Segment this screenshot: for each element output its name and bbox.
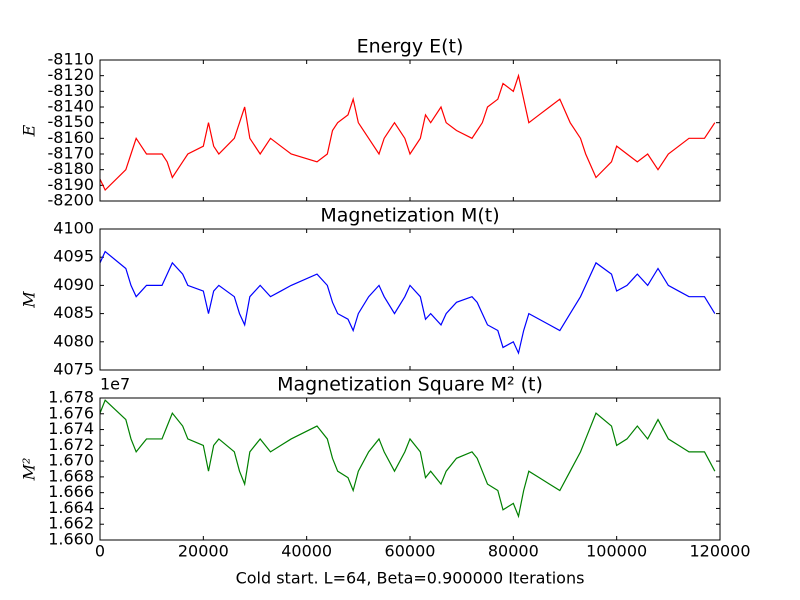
y-tick-label: -8120 [48, 65, 95, 84]
y-tick-label: -8110 [48, 50, 95, 69]
y-tick-label: 1.668 [48, 466, 94, 485]
y-tick-label: 1.662 [48, 514, 94, 533]
series-line [99, 73, 716, 192]
y-tick-label: 4085 [53, 303, 94, 322]
subplot-title: Energy E(t) [357, 36, 464, 58]
subplot-title: Magnetization Square M² (t) [277, 374, 543, 396]
series-line [99, 399, 716, 519]
y-tick-label: -8140 [48, 97, 95, 116]
y-tick-label: -8200 [48, 191, 95, 210]
x-tick-label: 0 [95, 542, 105, 561]
y-tick-label: 1.676 [48, 403, 94, 422]
y-tick-label: 1.678 [48, 388, 94, 407]
y-tick-label: -8160 [48, 128, 95, 147]
axes-frame [99, 59, 721, 202]
y-axis-label: M [20, 291, 39, 309]
x-tick-label: 120000 [689, 542, 750, 561]
series-line [99, 250, 716, 355]
y-tick-label: 4095 [53, 247, 94, 266]
offset-text: 1e7 [100, 375, 130, 394]
y-tick-label: 4080 [53, 331, 94, 350]
y-tick-label: 1.664 [48, 498, 94, 517]
y-axis-label: M² [20, 458, 39, 482]
y-tick-label: 1.672 [48, 435, 94, 454]
y-tick-label: 1.660 [48, 530, 94, 549]
y-tick-label: 4075 [53, 360, 94, 379]
y-tick-label: -8150 [48, 112, 95, 131]
subplot-title: Magnetization M(t) [320, 205, 499, 227]
x-tick-label: 40000 [281, 542, 332, 561]
x-axis-label: Cold start. L=64, Beta=0.900000 Iteratio… [236, 569, 585, 588]
y-tick-label: 4100 [53, 219, 94, 238]
x-tick-label: 100000 [586, 542, 647, 561]
y-tick-label: 1.670 [48, 451, 94, 470]
x-tick-label: 20000 [178, 542, 229, 561]
axes-frame [99, 228, 721, 371]
y-tick-label: -8130 [48, 81, 95, 100]
x-tick-label: 60000 [385, 542, 436, 561]
y-tick-label: 1.674 [48, 419, 94, 438]
y-tick-label: -8180 [48, 159, 95, 178]
y-axis-label: E [20, 124, 39, 137]
y-tick-label: -8170 [48, 144, 95, 163]
axes-frame [99, 397, 721, 541]
x-tick-label: 80000 [488, 542, 539, 561]
y-tick-label: 4090 [53, 275, 94, 294]
y-tick-label: -8190 [48, 175, 95, 194]
y-tick-label: 1.666 [48, 482, 94, 501]
